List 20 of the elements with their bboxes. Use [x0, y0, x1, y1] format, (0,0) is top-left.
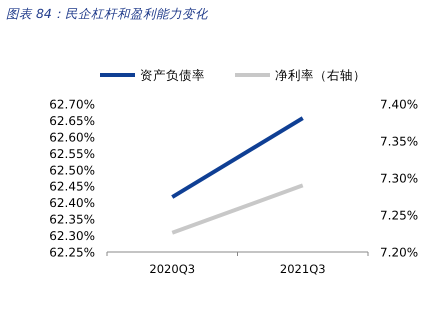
y2-tick-label: 7.35%	[380, 134, 418, 148]
chart-title: 图表 84：民企杠杆和盈利能力变化	[6, 6, 209, 21]
y2-tick-label: 7.30%	[380, 172, 418, 186]
y-tick-label: 62.25%	[49, 246, 95, 260]
y-tick-label: 62.60%	[49, 130, 95, 144]
y-tick-label: 62.30%	[49, 229, 95, 244]
y-tick-label: 62.45%	[49, 180, 95, 194]
legend-label: 资产负债率	[140, 68, 205, 82]
y2-tick-label: 7.20%	[380, 246, 418, 260]
legend-label: 净利率（右轴）	[275, 68, 366, 82]
y-tick-label: 62.40%	[49, 196, 95, 210]
y-tick-label: 62.70%	[49, 98, 95, 112]
y2-tick-label: 7.40%	[380, 98, 418, 112]
y-tick-label: 62.55%	[49, 146, 95, 161]
x-tick-label: 2021Q3	[280, 262, 326, 276]
y-tick-label: 62.65%	[49, 114, 95, 128]
y2-tick-label: 7.25%	[380, 208, 418, 222]
x-tick-label: 2020Q3	[149, 262, 196, 276]
y-tick-label: 62.35%	[49, 212, 95, 227]
y-tick-label: 62.50%	[49, 163, 95, 178]
